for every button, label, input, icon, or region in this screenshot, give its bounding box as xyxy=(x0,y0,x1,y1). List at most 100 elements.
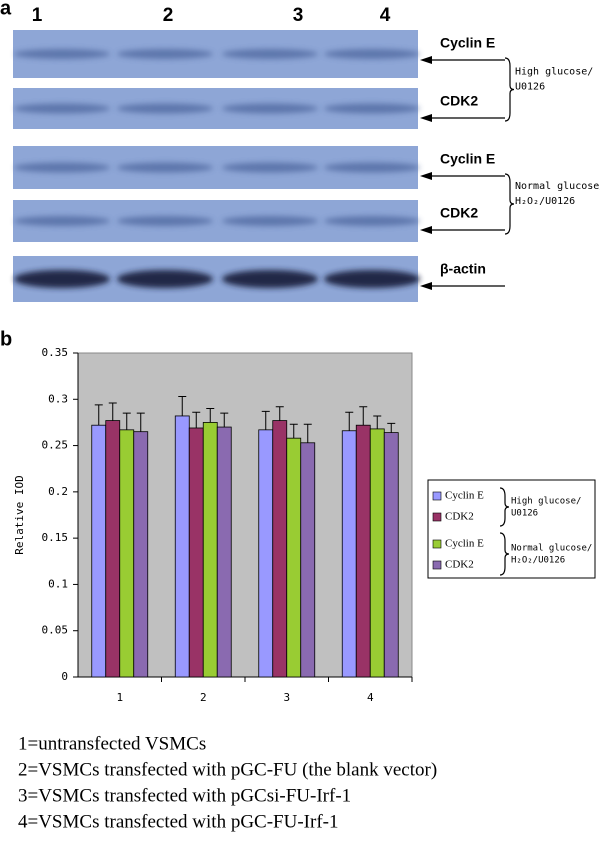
lane-label: 3 xyxy=(293,5,304,26)
arrow-head xyxy=(420,282,432,290)
arrow-head xyxy=(420,114,432,122)
y-tick-label: 0.35 xyxy=(42,346,69,359)
bar xyxy=(272,420,288,678)
blot-band xyxy=(117,270,213,288)
group-label: Normal glucose/ xyxy=(515,181,600,192)
brace xyxy=(504,57,515,122)
bar xyxy=(341,430,357,678)
error-bar xyxy=(387,422,396,433)
lane-label: 1 xyxy=(32,5,43,26)
y-tick-label: 0.05 xyxy=(42,624,69,637)
band-label: CDK2 xyxy=(440,93,478,109)
legend-group-label: High glucose/ xyxy=(511,497,581,507)
blot-band xyxy=(117,162,213,173)
brace xyxy=(504,173,515,235)
y-tick-label: 0 xyxy=(61,670,68,683)
x-tick-label: 3 xyxy=(283,691,290,704)
group-label: H₂O₂/U0126 xyxy=(515,196,575,207)
legend-box xyxy=(427,479,596,579)
legend-label: CDK2 xyxy=(445,511,474,523)
bar xyxy=(91,424,107,678)
bar xyxy=(119,429,135,678)
arrow-head xyxy=(420,56,432,64)
caption-line: 2=VSMCs transfected with pGC-FU (the bla… xyxy=(18,759,437,780)
blot-band xyxy=(222,216,318,226)
lane-label: 2 xyxy=(163,5,174,26)
bar xyxy=(202,422,218,678)
caption-line: 4=VSMCs transfected with pGC-FU-Irf-1 xyxy=(18,811,338,832)
x-tick-label: 4 xyxy=(367,691,374,704)
legend-swatch xyxy=(432,539,442,549)
blot-band xyxy=(222,162,318,173)
bar xyxy=(369,428,385,678)
y-tick-label: 0.2 xyxy=(48,485,68,498)
arrow-head xyxy=(420,226,432,234)
y-tick-label: 0.1 xyxy=(48,577,68,590)
panel-label: a xyxy=(0,0,12,19)
blot-band xyxy=(14,162,110,173)
band-label: Cyclin E xyxy=(440,151,495,167)
blot-band xyxy=(324,162,420,173)
y-tick-label: 0.3 xyxy=(48,392,68,405)
blot-band xyxy=(222,103,318,114)
bar xyxy=(105,420,121,678)
y-tick-label: 0.25 xyxy=(42,439,69,452)
legend-label: Cyclin E xyxy=(445,490,484,502)
blot-band xyxy=(222,270,318,288)
error-bar xyxy=(206,408,215,423)
error-bar xyxy=(345,411,354,431)
blot-band xyxy=(117,49,213,59)
error-bar xyxy=(261,410,270,430)
blot-band xyxy=(14,270,110,288)
error-bar xyxy=(178,396,187,416)
error-bar xyxy=(108,402,117,421)
legend-swatch xyxy=(432,560,442,570)
bar xyxy=(383,432,399,678)
blot-band xyxy=(324,103,420,114)
panel-label: b xyxy=(0,328,12,350)
error-bar xyxy=(136,412,145,432)
bar xyxy=(258,429,274,678)
x-tick-label: 2 xyxy=(200,691,207,704)
band-label: Cyclin E xyxy=(440,35,495,51)
bar xyxy=(300,442,316,678)
blot-band xyxy=(324,270,420,288)
blot-band xyxy=(117,103,213,114)
error-bar xyxy=(122,412,131,430)
error-bar xyxy=(373,415,382,429)
error-bar xyxy=(289,423,298,439)
group-label: U0126 xyxy=(515,82,545,93)
caption-line: 1=untransfected VSMCs xyxy=(18,733,206,754)
legend-group-label: H₂O₂/U0126 xyxy=(511,556,565,566)
lane-label: 4 xyxy=(380,5,391,26)
y-axis-label: Relative IOD xyxy=(13,475,26,554)
legend-swatch xyxy=(432,491,442,501)
error-bar xyxy=(220,412,229,428)
caption-line: 3=VSMCs transfected with pGCsi-FU-Irf-1 xyxy=(18,785,351,806)
bar xyxy=(286,437,302,678)
blot-band xyxy=(117,216,213,226)
bar xyxy=(216,426,232,678)
error-bar xyxy=(192,411,201,428)
bar xyxy=(188,427,204,678)
brace xyxy=(499,487,510,527)
legend-label: Cyclin E xyxy=(445,538,484,550)
band-label: CDK2 xyxy=(440,205,478,221)
legend-label: CDK2 xyxy=(445,559,474,571)
legend-swatch xyxy=(432,512,442,522)
error-bar xyxy=(94,404,103,426)
band-label: β-actin xyxy=(440,261,486,277)
error-bar xyxy=(303,423,312,443)
blot-band xyxy=(14,216,110,226)
blot-band xyxy=(14,103,110,114)
arrow-head xyxy=(420,172,432,180)
brace xyxy=(499,532,510,576)
blot-band xyxy=(222,49,318,59)
group-label: High glucose/ xyxy=(515,67,593,78)
error-bar xyxy=(359,406,368,426)
bar xyxy=(174,415,190,678)
blot-band xyxy=(324,49,420,59)
bar xyxy=(355,424,371,678)
x-tick-label: 1 xyxy=(116,691,123,704)
